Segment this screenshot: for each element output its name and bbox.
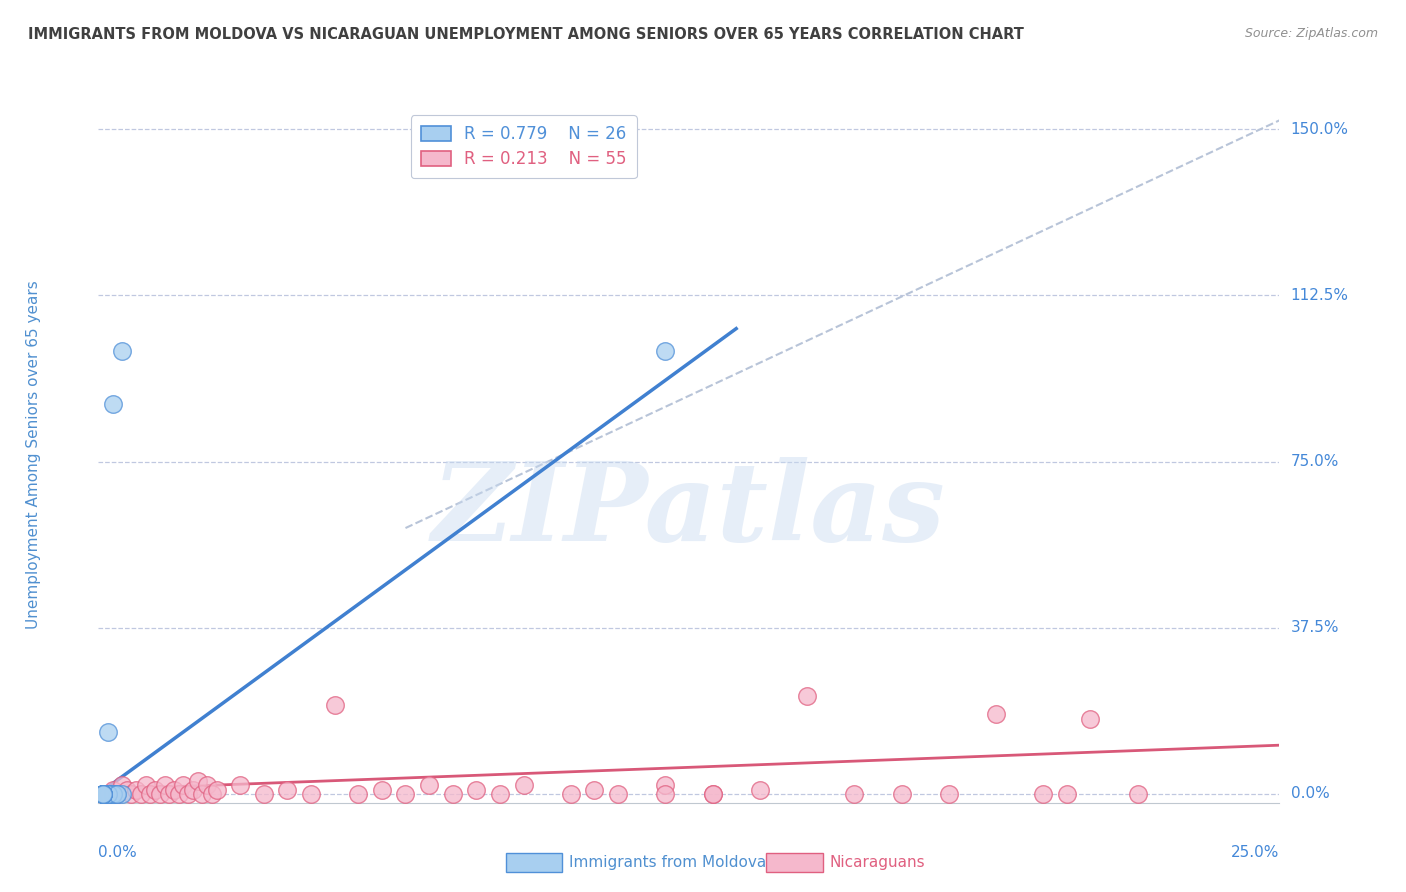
Point bbox=[91, 787, 114, 801]
Point bbox=[512, 778, 534, 792]
Point bbox=[253, 787, 276, 801]
Point bbox=[129, 787, 152, 801]
Point bbox=[323, 698, 346, 713]
Point bbox=[1032, 787, 1054, 801]
Text: 75.0%: 75.0% bbox=[1291, 454, 1339, 469]
Point bbox=[125, 782, 148, 797]
Point bbox=[101, 787, 124, 801]
Point bbox=[607, 787, 630, 801]
Point bbox=[121, 787, 143, 801]
Point bbox=[101, 782, 124, 797]
Text: 0.0%: 0.0% bbox=[1291, 787, 1329, 801]
Point bbox=[702, 787, 724, 801]
Point bbox=[191, 787, 214, 801]
Point bbox=[583, 782, 606, 797]
Point bbox=[91, 787, 114, 801]
Point bbox=[1126, 787, 1149, 801]
Point bbox=[276, 782, 298, 797]
Point bbox=[654, 343, 676, 358]
Point bbox=[181, 782, 204, 797]
Point bbox=[229, 778, 252, 792]
Point bbox=[91, 787, 114, 801]
Point bbox=[97, 787, 120, 801]
Point bbox=[91, 787, 114, 801]
Point bbox=[97, 725, 120, 739]
Point bbox=[984, 707, 1007, 722]
Point bbox=[91, 787, 114, 801]
Text: 112.5%: 112.5% bbox=[1291, 288, 1348, 303]
Point bbox=[105, 787, 128, 801]
Point bbox=[418, 778, 440, 792]
Point bbox=[97, 787, 120, 801]
Point bbox=[890, 787, 912, 801]
Text: Immigrants from Moldova: Immigrants from Moldova bbox=[569, 855, 766, 870]
Point bbox=[91, 787, 114, 801]
Point bbox=[187, 773, 209, 788]
Point bbox=[172, 778, 194, 792]
Point bbox=[371, 782, 394, 797]
Point bbox=[91, 787, 114, 801]
Point bbox=[115, 782, 138, 797]
Point bbox=[441, 787, 464, 801]
Legend: R = 0.779    N = 26, R = 0.213    N = 55: R = 0.779 N = 26, R = 0.213 N = 55 bbox=[411, 115, 637, 178]
Point bbox=[101, 787, 124, 801]
Point bbox=[97, 787, 120, 801]
Point bbox=[111, 778, 134, 792]
Point bbox=[938, 787, 960, 801]
Point bbox=[111, 787, 134, 801]
Point bbox=[143, 782, 166, 797]
Point bbox=[91, 787, 114, 801]
Point bbox=[135, 778, 157, 792]
Point bbox=[163, 782, 186, 797]
Text: 150.0%: 150.0% bbox=[1291, 121, 1348, 136]
Point bbox=[91, 787, 114, 801]
Point bbox=[105, 787, 128, 801]
Text: 37.5%: 37.5% bbox=[1291, 620, 1339, 635]
Point bbox=[489, 787, 512, 801]
Point bbox=[195, 778, 218, 792]
Text: IMMIGRANTS FROM MOLDOVA VS NICARAGUAN UNEMPLOYMENT AMONG SENIORS OVER 65 YEARS C: IMMIGRANTS FROM MOLDOVA VS NICARAGUAN UN… bbox=[28, 27, 1024, 42]
Point bbox=[91, 787, 114, 801]
Point bbox=[465, 782, 488, 797]
Point bbox=[299, 787, 322, 801]
Point bbox=[101, 397, 124, 411]
Point bbox=[205, 782, 228, 797]
Point bbox=[654, 787, 676, 801]
Point bbox=[101, 787, 124, 801]
Point bbox=[157, 787, 180, 801]
Point bbox=[796, 690, 818, 704]
Point bbox=[560, 787, 582, 801]
Point bbox=[97, 787, 120, 801]
Point bbox=[111, 343, 134, 358]
Text: Source: ZipAtlas.com: Source: ZipAtlas.com bbox=[1244, 27, 1378, 40]
Text: 0.0%: 0.0% bbox=[98, 845, 138, 860]
Point bbox=[97, 787, 120, 801]
Point bbox=[105, 787, 128, 801]
Text: Nicaraguans: Nicaraguans bbox=[830, 855, 925, 870]
Point bbox=[149, 787, 172, 801]
Point bbox=[153, 778, 176, 792]
Point bbox=[91, 787, 114, 801]
Point bbox=[844, 787, 866, 801]
Point bbox=[748, 782, 770, 797]
Point bbox=[177, 787, 200, 801]
Text: ZIPatlas: ZIPatlas bbox=[432, 457, 946, 565]
Point bbox=[347, 787, 370, 801]
Point bbox=[1056, 787, 1078, 801]
Point bbox=[139, 787, 162, 801]
Point bbox=[394, 787, 416, 801]
Text: 25.0%: 25.0% bbox=[1232, 845, 1279, 860]
Point bbox=[654, 778, 676, 792]
Point bbox=[201, 787, 224, 801]
Point bbox=[91, 787, 114, 801]
Point bbox=[702, 787, 724, 801]
Point bbox=[1080, 712, 1102, 726]
Point bbox=[91, 787, 114, 801]
Text: Unemployment Among Seniors over 65 years: Unemployment Among Seniors over 65 years bbox=[25, 281, 41, 629]
Point bbox=[167, 787, 190, 801]
